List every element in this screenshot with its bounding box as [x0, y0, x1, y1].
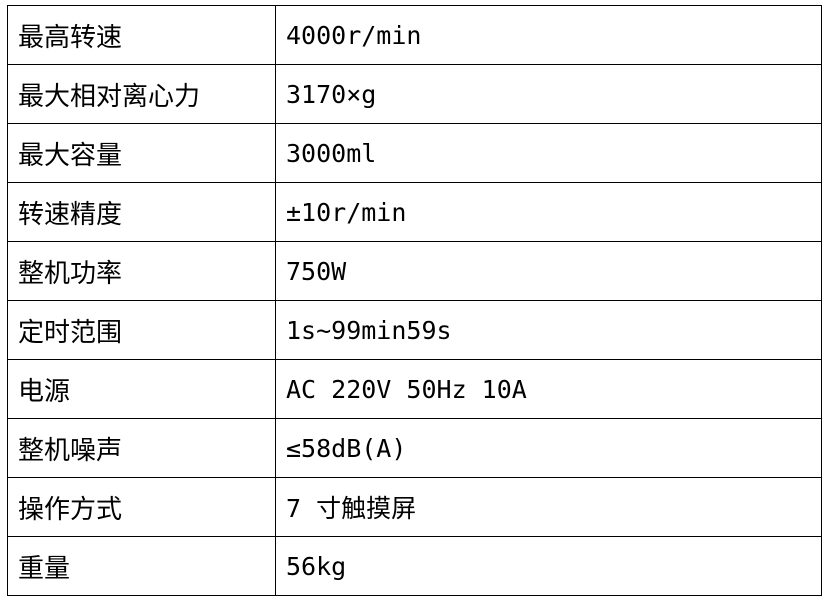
- spec-value: 56kg: [275, 536, 822, 596]
- spec-label: 整机功率: [7, 241, 276, 301]
- table-row: 定时范围 1s~99min59s: [7, 300, 822, 360]
- spec-label: 操作方式: [7, 477, 276, 537]
- table-row: 整机功率 750W: [7, 241, 822, 301]
- spec-label: 最大容量: [7, 123, 276, 183]
- spec-label: 重量: [7, 536, 276, 596]
- table-row: 转速精度 ±10r/min: [7, 182, 822, 242]
- spec-value: 750W: [275, 241, 822, 301]
- table-row: 最大容量 3000ml: [7, 123, 822, 183]
- spec-value: 4000r/min: [275, 5, 822, 65]
- table-row: 整机噪声 ≤58dB(A): [7, 418, 822, 478]
- table-row: 电源 AC 220V 50Hz 10A: [7, 359, 822, 419]
- spec-table: 最高转速 4000r/min 最大相对离心力 3170×g 最大容量 3000ml 转速精度…: [7, 5, 822, 596]
- table-row: 最大相对离心力 3170×g: [7, 64, 822, 124]
- spec-value: 7 寸触摸屏: [275, 477, 822, 537]
- spec-label: 最高转速: [7, 5, 276, 65]
- spec-label: 整机噪声: [7, 418, 276, 478]
- spec-value: 1s~99min59s: [275, 300, 822, 360]
- spec-value: 3000ml: [275, 123, 822, 183]
- spec-value: ±10r/min: [275, 182, 822, 242]
- spec-label: 转速精度: [7, 182, 276, 242]
- table-row: 重量 56kg: [7, 536, 822, 596]
- spec-value: AC 220V 50Hz 10A: [275, 359, 822, 419]
- spec-label: 电源: [7, 359, 276, 419]
- table-row: 操作方式 7 寸触摸屏: [7, 477, 822, 537]
- spec-value: 3170×g: [275, 64, 822, 124]
- spec-value: ≤58dB(A): [275, 418, 822, 478]
- table-row: 最高转速 4000r/min: [7, 5, 822, 65]
- spec-label: 定时范围: [7, 300, 276, 360]
- spec-label: 最大相对离心力: [7, 64, 276, 124]
